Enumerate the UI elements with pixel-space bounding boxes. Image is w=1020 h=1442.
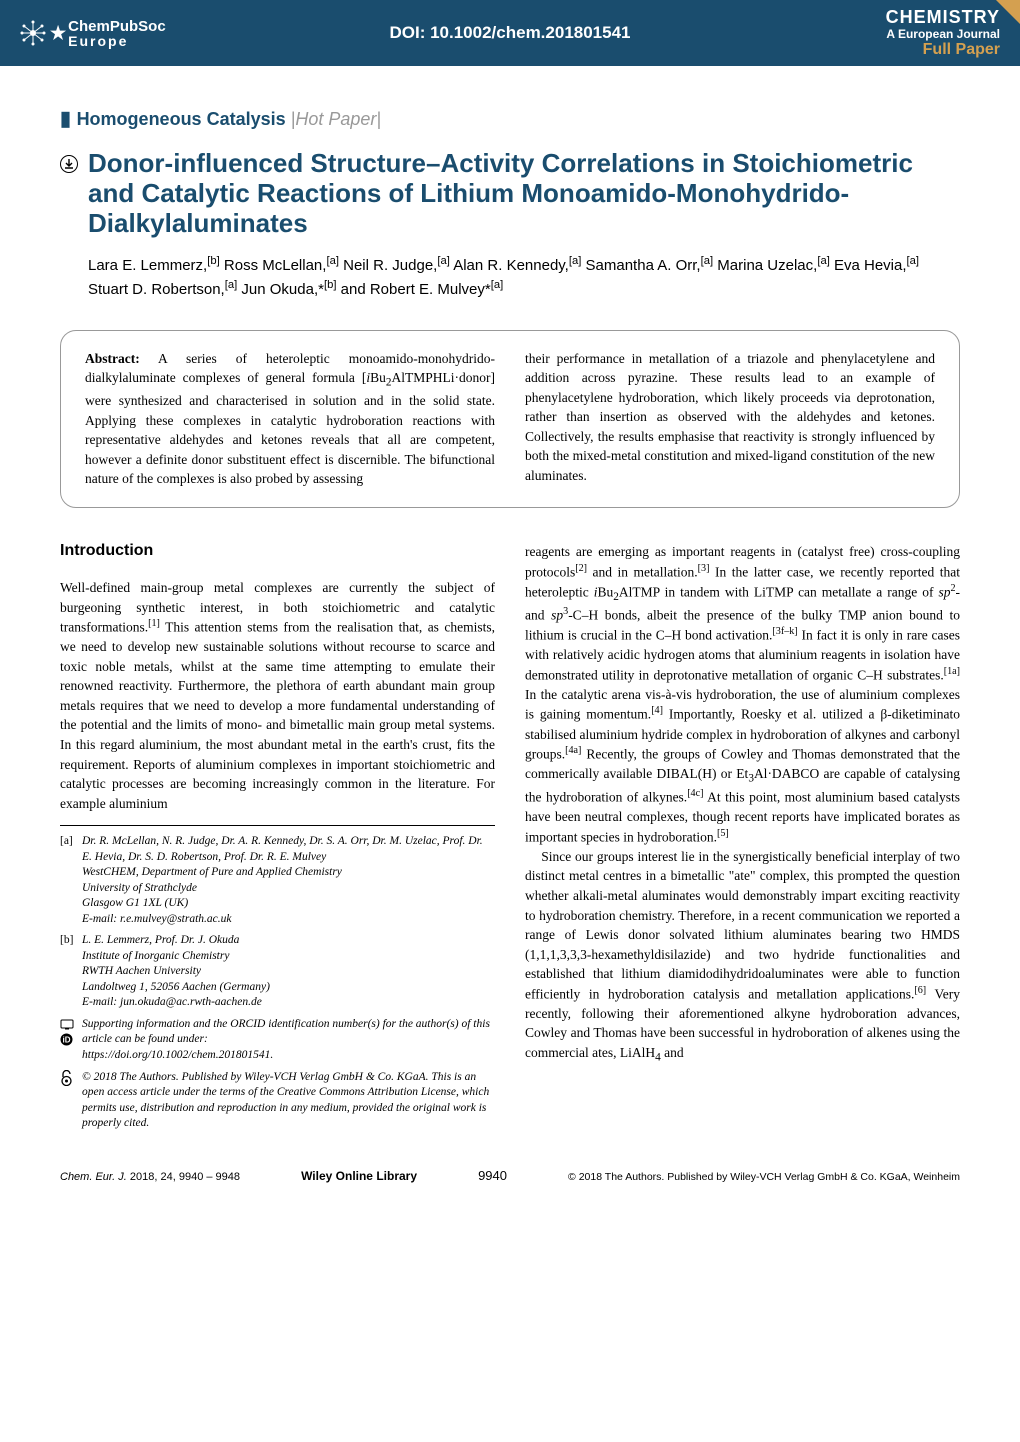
intro-heading: Introduction [60,542,495,560]
footer: Chem. Eur. J. 2018, 24, 9940 – 9948 Wile… [0,1158,1020,1203]
license-info: © 2018 The Authors. Published by Wiley-V… [60,1070,495,1132]
footer-left: Chem. Eur. J. 2018, 24, 9940 – 9948 [60,1171,240,1183]
star-icon [20,20,46,46]
journal-name: CHEMISTRY [886,8,1000,28]
affil-b-label: [b] [60,933,82,1011]
section-line: ▮ Homogeneous Catalysis |Hot Paper| [60,106,960,131]
screen-icon [60,1019,74,1030]
journal-subtitle: A European Journal [886,28,1000,41]
footer-year-vol: 2018, 24, 9940 – 9948 [130,1171,240,1183]
left-column: Introduction Well-defined main-group met… [60,542,495,1138]
abstract-left-text: A series of heteroleptic monoamido-monoh… [85,351,495,487]
affil-b: [b] L. E. Lemmerz, Prof. Dr. J. OkudaIns… [60,933,495,1011]
logo-left-bottom: Europe [68,34,166,48]
intro-right-p2: Since our groups interest lie in the syn… [525,847,960,1066]
abstract-label: Abstract: [85,351,140,366]
footer-copyright: © 2018 The Authors. Published by Wiley-V… [568,1171,960,1183]
affil-b-text: L. E. Lemmerz, Prof. Dr. J. OkudaInstitu… [82,933,270,1011]
two-column-body: Introduction Well-defined main-group met… [60,542,960,1138]
footer-journal: Chem. Eur. J. [60,1171,127,1183]
supp-icons: iD [60,1017,82,1064]
article-title: Donor-influenced Structure–Activity Corr… [88,149,960,239]
intro-right-p1: reagents are emerging as important reage… [525,542,960,847]
license-text: © 2018 The Authors. Published by Wiley-V… [82,1070,495,1132]
corner-fold [996,0,1020,24]
logo-chemistry: CHEMISTRY A European Journal Full Paper [886,8,1000,59]
section-hot: |Hot Paper| [291,109,381,129]
download-icon [60,155,78,173]
abstract-box: Abstract: A series of heteroleptic monoa… [60,330,960,508]
abstract-right: their performance in metallation of a tr… [525,349,935,489]
intro-left-text: Well-defined main-group metal complexes … [60,578,495,813]
svg-text:iD: iD [63,1036,71,1045]
affil-a: [a] Dr. R. McLellan, N. R. Judge, Dr. A.… [60,834,495,927]
footer-library: Wiley Online Library [301,1169,417,1183]
section-marker-icon: ▮ [60,108,77,130]
paper-type: Full Paper [886,41,1000,59]
logo-chempubsoc: ★ ChemPubSoc Europe [20,19,166,48]
header-bar: ★ ChemPubSoc Europe DOI: 10.1002/chem.20… [0,0,1020,66]
title-row: Donor-influenced Structure–Activity Corr… [60,149,960,239]
supp-text: Supporting information and the ORCID ide… [82,1017,495,1064]
affil-a-label: [a] [60,834,82,927]
logo-left-top: ChemPubSoc [68,19,166,34]
supp-info: iD Supporting information and the ORCID … [60,1017,495,1064]
hot-paper-label: Hot Paper [295,109,376,129]
footer-page: 9940 [478,1168,507,1183]
affil-a-text: Dr. R. McLellan, N. R. Judge, Dr. A. R. … [82,834,495,927]
section-category: Homogeneous Catalysis [77,109,286,129]
abstract-left: Abstract: A series of heteroleptic monoa… [85,349,495,489]
oa-icon [60,1070,82,1132]
authors-list: Lara E. Lemmerz,[b] Ross McLellan,[a] Ne… [60,253,960,302]
right-column: reagents are emerging as important reage… [525,542,960,1138]
doi-text: DOI: 10.1002/chem.201801541 [389,23,630,43]
affiliations-block: [a] Dr. R. McLellan, N. R. Judge, Dr. A.… [60,825,495,1131]
content-area: ▮ Homogeneous Catalysis |Hot Paper| Dono… [0,66,1020,1158]
orcid-icon: iD [60,1033,73,1046]
